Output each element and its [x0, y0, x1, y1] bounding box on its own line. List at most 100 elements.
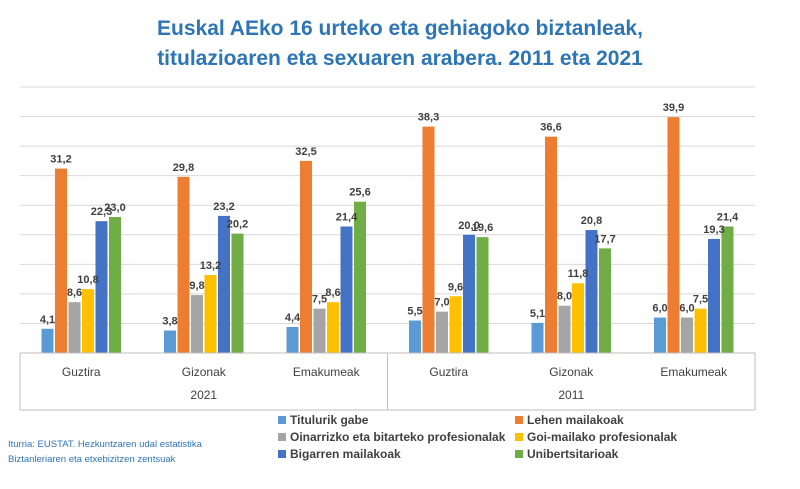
bar [109, 217, 121, 353]
value-label: 6,0 [679, 303, 694, 315]
value-label: 17,7 [594, 233, 615, 245]
value-label: 20,0 [458, 220, 479, 232]
bar [340, 226, 353, 353]
source-line-2: Biztanleriaren eta etxebizitzen zentsuak [8, 454, 176, 465]
bar [68, 302, 81, 353]
bar [55, 168, 67, 353]
value-label: 5,1 [530, 308, 545, 320]
bar [599, 248, 611, 353]
bar [191, 295, 203, 353]
category-label: Guztira [62, 365, 101, 379]
value-label: 3,8 [162, 316, 177, 328]
value-label: 11,8 [568, 268, 589, 280]
bar [708, 238, 720, 353]
bar [545, 136, 557, 353]
group-label: 2011 [558, 388, 584, 402]
value-label: 20,2 [227, 219, 248, 231]
value-label: 23,0 [104, 202, 125, 214]
value-label: 7,0 [434, 297, 449, 309]
bar [177, 176, 190, 353]
bar [218, 215, 230, 353]
value-label: 10,8 [77, 274, 98, 286]
value-label: 6,0 [652, 303, 667, 315]
value-label: 19,6 [472, 222, 493, 234]
gridlines [20, 86, 755, 324]
legend-swatch [278, 416, 286, 424]
category-label: Gizonak [549, 365, 594, 379]
bar [436, 311, 448, 353]
value-label: 22,3 [91, 206, 112, 218]
value-label: 19,3 [703, 224, 724, 236]
value-label: 20,8 [581, 215, 602, 227]
value-label: 21,4 [336, 212, 358, 224]
category-label: Guztira [429, 365, 468, 379]
value-label: 9,8 [189, 280, 204, 292]
value-label: 9,6 [448, 281, 463, 293]
value-labels: 4,131,28,610,822,323,03,829,89,813,223,2… [40, 102, 739, 327]
legend-entry: Lehen mailakoak [527, 413, 624, 427]
bar [300, 160, 312, 353]
category-label: Emakumeak [293, 365, 361, 379]
category-label: Gizonak [182, 365, 227, 379]
bar [354, 201, 366, 353]
group-label: 2021 [190, 388, 217, 402]
category-axis: Guztira Gizonak Emakumeak Guztira Gizonak Ema… [19, 352, 756, 411]
bar [694, 308, 707, 353]
bar [572, 283, 584, 353]
legend: Titulurik gabe Lehen mailakoak Oinarrizko … [278, 413, 677, 461]
bar [286, 326, 299, 353]
bar [95, 221, 108, 353]
value-label: 23,2 [213, 201, 234, 213]
chart-title-line-2: titulazioaren eta sexuaren arabera. 2011… [157, 47, 643, 70]
bar [585, 230, 598, 353]
value-label: 25,6 [349, 187, 370, 199]
value-label: 13,2 [200, 260, 221, 272]
bar [449, 296, 462, 353]
value-label: 7,5 [312, 294, 327, 306]
bar [558, 305, 571, 353]
bar [409, 320, 421, 353]
value-label: 31,2 [50, 154, 71, 166]
chart-title-line-1: Euskal AEko 16 urteko eta gehiagoko bizt… [157, 17, 643, 40]
bars [41, 117, 734, 353]
bar [463, 234, 475, 353]
legend-entry: Goi-mailako profesionalak [527, 430, 677, 444]
bar [164, 330, 176, 353]
legend-entry: Bigarren mailakoak [290, 447, 401, 461]
legend-entry: Oinarrizko eta bitarteko profesionalak [290, 430, 506, 444]
legend-swatch [515, 433, 523, 441]
bar [667, 117, 680, 353]
bar [476, 237, 489, 353]
bar [82, 289, 94, 353]
value-label: 5,5 [407, 305, 422, 317]
legend-swatch [278, 450, 286, 458]
bar [681, 317, 693, 353]
value-label: 36,6 [540, 122, 561, 134]
value-label: 39,9 [663, 102, 684, 114]
value-label: 8,6 [325, 287, 340, 299]
legend-swatch [515, 450, 523, 458]
value-label: 21,4 [717, 212, 739, 224]
value-label: 29,8 [173, 162, 194, 174]
legend-swatch [515, 416, 523, 424]
bar [721, 226, 734, 353]
bar [327, 302, 339, 353]
source-line-1: Iturria: EUSTAT. Hezkuntzaren udal estat… [8, 439, 203, 450]
category-label: Emakumeak [660, 365, 728, 379]
value-label: 7,5 [693, 294, 708, 306]
bar [654, 317, 666, 353]
bar [422, 126, 435, 353]
bar [204, 274, 217, 353]
value-label: 38,3 [418, 112, 439, 124]
legend-entry: Unibertsitarioak [527, 447, 619, 461]
value-label: 8,6 [67, 287, 82, 299]
value-label: 4,4 [285, 312, 301, 324]
value-label: 4,1 [40, 314, 55, 326]
value-label: 8,0 [557, 291, 572, 303]
legend-swatch [278, 433, 286, 441]
bar [231, 233, 244, 353]
bar [313, 308, 326, 353]
legend-entry: Titulurik gabe [290, 413, 369, 427]
bar [41, 328, 54, 353]
